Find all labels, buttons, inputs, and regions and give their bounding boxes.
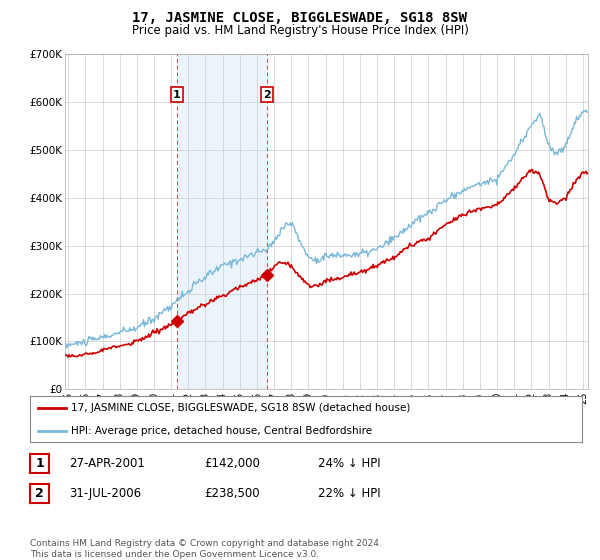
Text: 2: 2 <box>263 90 271 100</box>
Text: 1: 1 <box>173 90 181 100</box>
Bar <box>176 54 267 389</box>
Text: £238,500: £238,500 <box>204 487 260 501</box>
Text: 17, JASMINE CLOSE, BIGGLESWADE, SG18 8SW: 17, JASMINE CLOSE, BIGGLESWADE, SG18 8SW <box>133 11 467 25</box>
Text: HPI: Average price, detached house, Central Bedfordshire: HPI: Average price, detached house, Cent… <box>71 426 373 436</box>
Text: Price paid vs. HM Land Registry's House Price Index (HPI): Price paid vs. HM Land Registry's House … <box>131 24 469 36</box>
Text: 2: 2 <box>35 487 44 501</box>
Text: 24% ↓ HPI: 24% ↓ HPI <box>318 457 380 470</box>
Text: 22% ↓ HPI: 22% ↓ HPI <box>318 487 380 501</box>
Text: £142,000: £142,000 <box>204 457 260 470</box>
Text: Contains HM Land Registry data © Crown copyright and database right 2024.
This d: Contains HM Land Registry data © Crown c… <box>30 539 382 559</box>
Text: 17, JASMINE CLOSE, BIGGLESWADE, SG18 8SW (detached house): 17, JASMINE CLOSE, BIGGLESWADE, SG18 8SW… <box>71 403 411 413</box>
Text: 27-APR-2001: 27-APR-2001 <box>69 457 145 470</box>
Text: 31-JUL-2006: 31-JUL-2006 <box>69 487 141 501</box>
Text: 1: 1 <box>35 457 44 470</box>
